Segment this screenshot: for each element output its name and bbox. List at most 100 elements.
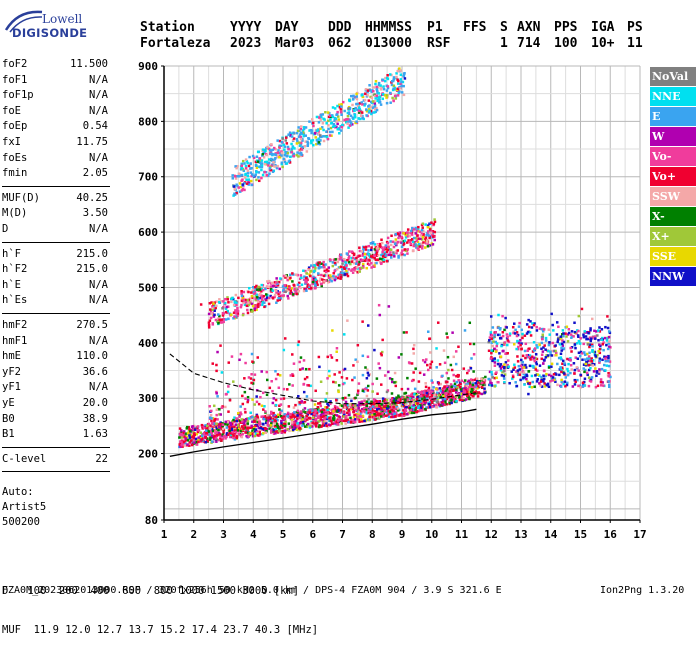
echo-point (332, 410, 335, 413)
legend-item-vox: Vo- (650, 147, 696, 166)
echo-point (455, 400, 458, 403)
x-tick-label: 9 (399, 528, 406, 541)
echo-point (579, 337, 582, 340)
echo-point (384, 410, 388, 414)
echo-point (495, 380, 499, 384)
echo-point (528, 331, 532, 334)
echo-point (293, 288, 296, 292)
echo-point (559, 352, 563, 355)
echo-point (534, 347, 537, 350)
echo-point (557, 356, 561, 360)
echo-point (338, 265, 342, 269)
echo-point (333, 413, 337, 417)
echo-point (299, 154, 302, 158)
echo-point (234, 430, 238, 434)
param-value: 270.5 (76, 319, 108, 331)
echo-point (527, 325, 531, 329)
echo-point (227, 433, 230, 436)
echo-point (569, 357, 572, 360)
echo-point (373, 100, 376, 103)
echo-point (212, 307, 216, 310)
echo-point (484, 375, 487, 379)
echo-point (460, 389, 463, 393)
echo-point (437, 381, 441, 385)
echo-point (336, 104, 339, 108)
echo-point (326, 402, 329, 406)
echo-point (262, 417, 266, 421)
echo-point (322, 128, 325, 132)
echo-point (429, 400, 432, 404)
echo-point (435, 366, 438, 369)
echo-point (322, 263, 326, 267)
echo-point (431, 390, 434, 393)
y-tick-label: 800 (138, 115, 158, 128)
echo-point (558, 373, 561, 377)
y-tick-label: 80 (145, 514, 158, 527)
echo-point (285, 162, 289, 165)
echo-point (353, 115, 357, 119)
echo-point (335, 420, 338, 424)
echo-point (234, 423, 238, 426)
echo-point (334, 409, 337, 412)
echo-point (465, 384, 468, 388)
echo-point (552, 349, 556, 353)
echo-point (266, 421, 270, 424)
echo-point (573, 321, 576, 325)
param-row-b0: B0 38.9 (2, 413, 110, 428)
hdr-pps: 100 (554, 36, 578, 51)
echo-point (370, 248, 373, 252)
echo-point (391, 409, 395, 412)
echo-point (278, 139, 282, 143)
echo-point (376, 392, 379, 396)
echo-point (321, 113, 325, 116)
echo-point (286, 145, 290, 149)
echo-point (239, 433, 243, 437)
echo-point (208, 319, 212, 322)
echo-point (276, 299, 279, 302)
echo-point (299, 143, 302, 146)
echo-point (515, 347, 518, 351)
echo-point (230, 425, 234, 429)
echo-point (327, 115, 331, 119)
echo-point (412, 395, 415, 399)
param-label: foF1 (2, 73, 28, 86)
echo-point (212, 437, 216, 441)
echo-point (382, 258, 386, 262)
echo-point (587, 376, 591, 379)
echo-point (342, 403, 346, 407)
echo-point (493, 357, 497, 360)
echo-point (292, 137, 296, 140)
echo-point (381, 399, 385, 403)
echo-point (264, 298, 267, 301)
echo-point (211, 417, 215, 420)
echo-point (185, 432, 188, 435)
echo-point (583, 370, 586, 374)
echo-point (601, 358, 604, 362)
echo-point (328, 412, 332, 415)
echo-point (220, 439, 223, 442)
echo-point (255, 293, 258, 296)
echo-point (567, 362, 570, 366)
echo-point (415, 229, 419, 232)
echo-point (325, 268, 329, 271)
echo-point (326, 355, 330, 359)
param-value: 215.0 (76, 263, 108, 276)
echo-point (317, 416, 320, 419)
echo-point (575, 332, 578, 335)
echo-point (302, 269, 305, 272)
echo-point (192, 436, 195, 440)
echo-point (345, 264, 348, 267)
echo-point (325, 135, 329, 139)
echo-point (352, 261, 356, 265)
echo-point (209, 413, 213, 417)
echo-point (491, 376, 494, 379)
echo-point (188, 434, 191, 437)
echo-point (283, 145, 287, 148)
echo-point (430, 379, 433, 382)
echo-point (594, 385, 598, 389)
param-row-yf1: yF1 N/A (2, 381, 110, 396)
echo-point (261, 427, 265, 431)
echo-point (260, 404, 264, 408)
echo-point (281, 165, 284, 169)
echo-point (566, 381, 569, 385)
